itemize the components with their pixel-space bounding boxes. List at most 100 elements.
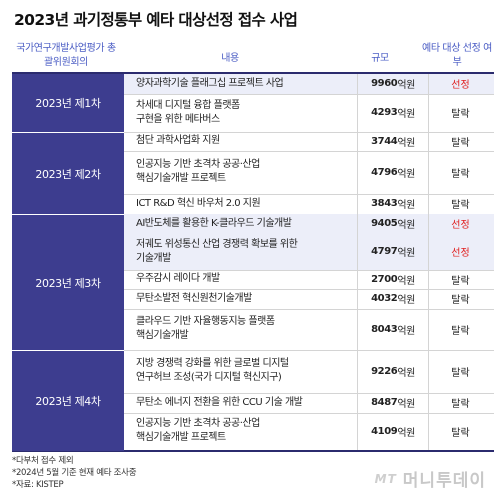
budget-amount: 4109 <box>371 425 398 437</box>
table-row: 첨단 과학사업화 지원 3744 억원 탈락 <box>124 131 494 153</box>
budget-unit: 억원 <box>397 248 415 260</box>
footnote: *2024년 5월 기준 현재 예타 조사중 <box>12 468 137 478</box>
table-row: 차세대 디지털 융합 플랫폼 구현을 위한 메타버스 4293 억원 탈락 <box>124 93 494 133</box>
budget-unit: 억원 <box>397 137 415 149</box>
budget-amount: 8043 <box>371 323 398 335</box>
project-name-line: 핵심기술개발 프로젝트 <box>136 173 226 185</box>
budget-cell: 8043 억원 <box>357 309 429 350</box>
result-cell: 탈락 <box>451 109 470 121</box>
result-cell: 탈락 <box>451 399 470 411</box>
result-cell: 선정 <box>451 248 470 260</box>
scale-column-header: 규모 <box>371 53 389 64</box>
project-name-line: 저궤도 위성통신 산업 경쟁력 확보를 위한 <box>136 238 298 250</box>
brand-watermark: MT 머니투데이 <box>375 466 486 491</box>
result-cell: 선정 <box>451 220 470 232</box>
table-row: 무탄소 에너지 전환을 위한 CCU 기술 개발 8487 억원 탈락 <box>124 393 494 414</box>
budget-unit: 억원 <box>397 325 415 337</box>
group-cell-2: 2023년 제2차 <box>12 131 124 216</box>
brand-mark-logo: MT <box>374 471 397 486</box>
table-row: 무탄소발전 혁신원천기술개발 4032 억원 탈락 <box>124 288 494 311</box>
project-name-line: 기술개발 <box>136 252 171 264</box>
budget-cell: 9405 억원 <box>357 214 429 234</box>
budget-unit: 억원 <box>397 220 415 232</box>
table-row: 양자과학기술 플래그십 프로젝트 사업 9960 억원 선정 <box>124 74 494 95</box>
budget-cell: 2700 억원 <box>357 270 429 289</box>
project-name: 우주감시 레이다 개발 <box>136 270 356 289</box>
result-cell: 선정 <box>451 80 470 92</box>
result-cell: 탈락 <box>451 325 470 337</box>
group-cell-4: 2023년 제4차 <box>12 349 124 451</box>
budget-unit: 억원 <box>397 367 415 379</box>
budget-amount: 9960 <box>371 78 398 90</box>
budget-cell: 3744 억원 <box>357 131 429 152</box>
project-name: 무탄소발전 혁신원천기술개발 <box>136 289 356 309</box>
result-cell: 탈락 <box>451 137 470 149</box>
project-name-line: 연구허브 조성(국가 디지털 혁신지구) <box>136 372 282 384</box>
project-name: 첨단 과학사업화 지원 <box>136 132 356 152</box>
budget-unit: 억원 <box>397 200 415 212</box>
result-cell: 탈락 <box>451 168 470 180</box>
budget-unit: 억원 <box>397 399 415 411</box>
budget-amount: 2700 <box>371 273 398 285</box>
project-name-line: 우주감시 레이다 개발 <box>136 273 220 285</box>
budget-unit: 억원 <box>397 275 415 287</box>
budget-unit: 억원 <box>397 168 415 180</box>
brand-name: 머니투데이 <box>402 471 486 491</box>
result-cell: 탈락 <box>451 295 470 307</box>
result-cell: 탈락 <box>451 367 470 379</box>
project-name: 무탄소 에너지 전환을 위한 CCU 기술 개발 <box>136 393 356 413</box>
project-name-line: 양자과학기술 플래그십 프로젝트 사업 <box>136 77 284 89</box>
result-cell: 탈락 <box>451 275 470 287</box>
budget-unit: 억원 <box>397 109 415 121</box>
budget-amount: 8487 <box>371 397 398 409</box>
committee-column-header: 국가연구개발사업평가 총괄위원회의 <box>16 43 116 68</box>
budget-cell: 9226 억원 <box>357 349 429 394</box>
project-name-line: 차세대 디지털 융합 플랫폼 <box>136 99 240 111</box>
projects-table: 2023년 제1차 2023년 제2차 2023년 제3차 2023년 제4차 … <box>12 72 494 452</box>
footnotes: *다부처 접수 제외 *2024년 5월 기준 현재 예타 조사중 *자료: K… <box>12 455 137 491</box>
budget-cell: 4797 억원 <box>357 233 429 271</box>
budget-amount: 9226 <box>371 365 398 377</box>
budget-unit: 억원 <box>397 295 415 307</box>
budget-cell: 4032 억원 <box>357 288 429 310</box>
group-cell-3: 2023년 제3차 <box>12 214 124 351</box>
content-column-header: 내용 <box>221 53 239 64</box>
budget-amount: 4796 <box>371 166 398 178</box>
budget-amount: 3843 <box>371 198 398 210</box>
table-row: 인공지능 기반 초격차 공공·산업 핵심기술개발 프로젝트 4109 억원 탈락 <box>124 412 494 450</box>
budget-cell: 4109 억원 <box>357 412 429 450</box>
project-name: 양자과학기술 플래그십 프로젝트 사업 <box>136 74 356 94</box>
project-name-line: 구현을 위한 메타버스 <box>136 113 220 125</box>
project-name-line: 무탄소발전 혁신원천기술개발 <box>136 292 252 304</box>
table-row: 인공지능 기반 초격차 공공·산업 핵심기술개발 프로젝트 4796 억원 탈락 <box>124 151 494 195</box>
project-name-line: 클라우드 기반 자율행동지능 플랫폼 <box>136 316 275 328</box>
result-column-header: 예타 대상 선정 여부 <box>422 43 492 68</box>
budget-unit: 억원 <box>397 427 415 439</box>
page-title: 2023년 과기정통부 예타 대상선정 접수 사업 <box>14 11 298 29</box>
project-name-line: 핵심기술개발 <box>136 330 189 342</box>
project-name-line: AI반도체를 활용한 K-클라우드 기술개발 <box>136 217 292 229</box>
table-row: ICT R&D 혁신 바우처 2.0 지원 3843 억원 탈락 <box>124 193 494 216</box>
result-cell: 탈락 <box>451 427 470 439</box>
project-name-line: 지방 경쟁력 강화를 위한 글로벌 디지털 <box>136 358 289 370</box>
budget-cell: 9960 억원 <box>357 74 429 94</box>
project-name-line: ICT R&D 혁신 바우처 2.0 지원 <box>136 197 261 209</box>
project-name-line: 핵심기술개발 프로젝트 <box>136 432 226 444</box>
result-cell: 탈락 <box>451 200 470 212</box>
budget-amount: 9405 <box>371 218 398 230</box>
budget-amount: 4032 <box>371 293 398 305</box>
project-name-line: 첨단 과학사업화 지원 <box>136 135 220 147</box>
budget-amount: 4797 <box>371 246 398 258</box>
table-row: AI반도체를 활용한 K-클라우드 기술개발 9405 억원 선정 <box>124 214 494 235</box>
footnote: *자료: KISTEP <box>12 480 64 490</box>
project-name-line: 인공지능 기반 초격차 공공·산업 <box>136 418 260 430</box>
project-name-line: 무탄소 에너지 전환을 위한 CCU 기술 개발 <box>136 396 303 408</box>
